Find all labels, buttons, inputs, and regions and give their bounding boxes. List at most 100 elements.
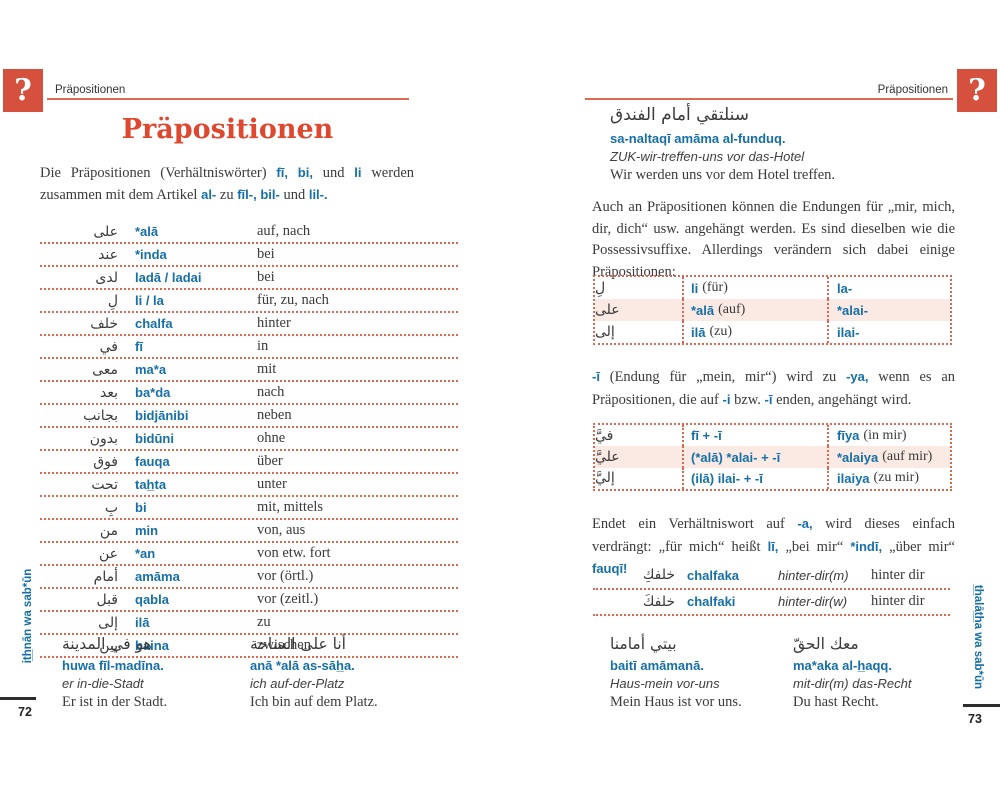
transliteration: ba*da bbox=[135, 385, 171, 400]
arabic-word: إلى bbox=[595, 321, 684, 343]
gloss: hinter-dir(w) bbox=[778, 594, 848, 610]
german-meaning: zwischen bbox=[257, 637, 311, 653]
sidebar-page-word: t̲h̲alāt̲h̲a wa sab*ūn bbox=[972, 584, 984, 690]
arabic-word: على bbox=[595, 299, 684, 321]
result-form: *alai- bbox=[829, 299, 950, 321]
right-page: Präpositionen ? سنلتقي أمام الفندق sa-na… bbox=[500, 0, 1000, 800]
base-form: ilā (zu) bbox=[684, 321, 829, 343]
ya-suffix-table: فيَّ fī + -ī fīya (in mir) عليَّ (*alā) *… bbox=[593, 423, 952, 492]
running-header: Präpositionen bbox=[877, 84, 948, 96]
gloss-line: Haus-mein vor-uns bbox=[610, 676, 720, 691]
table-row: خلف chalfa hinter bbox=[40, 313, 458, 336]
table-row: بجانب bidjānibi neben bbox=[40, 405, 458, 428]
question-glyph: ? bbox=[968, 72, 986, 108]
transliteration: chalfaki bbox=[687, 594, 736, 610]
arabic-word: بين bbox=[99, 637, 118, 654]
arabic-word: أمام bbox=[93, 568, 118, 585]
transliteration: fauqa bbox=[135, 454, 170, 469]
table-row: على *alā auf, nach bbox=[40, 221, 458, 244]
transliteration: ilā bbox=[691, 324, 706, 340]
result-form: ilai- bbox=[829, 321, 950, 343]
arabic-word: عن bbox=[98, 545, 118, 562]
page-number: 72 bbox=[18, 705, 32, 719]
transliteration: *an bbox=[135, 546, 156, 561]
translation-line: Du hast Recht. bbox=[793, 694, 879, 710]
german-meaning: bei bbox=[257, 246, 275, 262]
example-sentence: أنا على الساحة anā *alā as-sāh̲a. ich au… bbox=[250, 633, 435, 711]
arabic-word: لدى bbox=[95, 269, 118, 286]
transliteration: amāma bbox=[135, 569, 180, 584]
suffix-change-table: لِ li (für) la- على *alā (auf) *alai- إلى … bbox=[593, 275, 952, 345]
arabic-word: خلف bbox=[90, 315, 118, 332]
table-row: لدى ladā / ladai bei bbox=[40, 267, 458, 290]
german-meaning: vor (örtl.) bbox=[257, 568, 314, 584]
table-row: معى ma*a mit bbox=[40, 359, 458, 382]
german-meaning: hinter dir bbox=[871, 566, 925, 583]
page-title: Präpositionen bbox=[121, 114, 334, 145]
german-meaning: mit, mittels bbox=[257, 499, 324, 515]
translation-line: Ich bin auf dem Platz. bbox=[250, 694, 378, 710]
arabic-word: عند bbox=[98, 246, 118, 263]
arabic-word: لِ bbox=[595, 277, 684, 299]
left-page: ? Präpositionen Präpositionen Die Präpos… bbox=[0, 69, 458, 719]
german-meaning: für, zu, nach bbox=[257, 292, 329, 308]
arabic-word: في bbox=[99, 338, 118, 355]
table-row: خلفكِ chalfaka hinter-dir(m) hinter dir bbox=[593, 563, 950, 590]
transliteration: min bbox=[135, 523, 159, 538]
table-row: إلى ilā zu bbox=[40, 612, 458, 635]
table-row: عند *inda bei bbox=[40, 244, 458, 267]
german-meaning: in bbox=[257, 338, 269, 354]
table-row: تحت tah̲ta unter bbox=[40, 474, 458, 497]
transliteration: *inda bbox=[135, 247, 167, 262]
german-meaning: nach bbox=[257, 384, 285, 400]
table-row: أمام amāma vor (örtl.) bbox=[40, 566, 458, 589]
transliteration: *alaiya bbox=[837, 449, 879, 465]
german-meaning: zu bbox=[257, 614, 271, 630]
german-meaning: neben bbox=[257, 407, 292, 423]
german-meaning: mit bbox=[257, 361, 277, 377]
gloss-line: er in-die-Stadt bbox=[62, 676, 144, 691]
transliteration: (*alā) *alai- + -ī bbox=[691, 449, 781, 465]
german-note: (zu mir) bbox=[873, 470, 920, 486]
header-rule bbox=[47, 98, 409, 100]
transliteration: (ilā) ilai- + -ī bbox=[691, 470, 763, 486]
table-row: بدون bidūni ohne bbox=[40, 428, 458, 451]
example-sentence: بيتي أمامنا baitī amāmanā. Haus-mein vor… bbox=[610, 633, 795, 711]
transliteration-line: huwa fīl-madīna. bbox=[62, 658, 164, 673]
transliteration-line: baitī amāmanā. bbox=[610, 658, 704, 673]
arabic-word: بعد bbox=[100, 384, 118, 401]
arabic-word: بدون bbox=[89, 430, 118, 447]
question-icon: ? bbox=[957, 69, 997, 112]
arabic-word: لِ bbox=[107, 292, 118, 309]
arabic-line: سنلتقي أمام الفندق bbox=[610, 105, 749, 125]
transliteration: chalfa bbox=[135, 316, 173, 331]
german-meaning: über bbox=[257, 453, 283, 469]
table-row: لِ li / la für, zu, nach bbox=[40, 290, 458, 313]
transliteration-line: anā *alā as-sāh̲a. bbox=[250, 658, 355, 673]
result-form: *alaiya (auf mir) bbox=[829, 446, 950, 467]
transliteration: fī bbox=[135, 339, 143, 354]
transliteration: bidjānibi bbox=[135, 408, 189, 423]
transliteration: la- bbox=[837, 280, 853, 296]
table-row: بين baina zwischen bbox=[40, 635, 458, 658]
arabic-word: بِ bbox=[104, 499, 118, 516]
table-row: فوق fauqa über bbox=[40, 451, 458, 474]
transliteration: li / la bbox=[135, 293, 164, 308]
footer-rule bbox=[0, 697, 36, 700]
result-form: la- bbox=[829, 277, 950, 299]
example-sentence: هو في المدينة huwa fīl-madīna. er in-die… bbox=[62, 633, 247, 711]
arabic-word: من bbox=[99, 522, 118, 539]
arabic-word: إلى bbox=[98, 614, 118, 631]
footer-rule bbox=[963, 704, 1000, 707]
transliteration: bi bbox=[135, 500, 147, 515]
page-number: 73 bbox=[968, 712, 982, 726]
german-meaning: von etw. fort bbox=[257, 545, 331, 561]
gloss-line: mit-dir(m) das-Recht bbox=[793, 676, 912, 691]
result-form: ilaiya (zu mir) bbox=[829, 468, 950, 489]
transliteration: baina bbox=[135, 638, 169, 653]
german-note: (für) bbox=[702, 280, 728, 295]
paragraph-suffixes: Auch an Präpositionen können die Endunge… bbox=[592, 199, 955, 280]
transliteration: ladā / ladai bbox=[135, 270, 202, 285]
translation-line: Er ist in der Stadt. bbox=[62, 694, 168, 710]
